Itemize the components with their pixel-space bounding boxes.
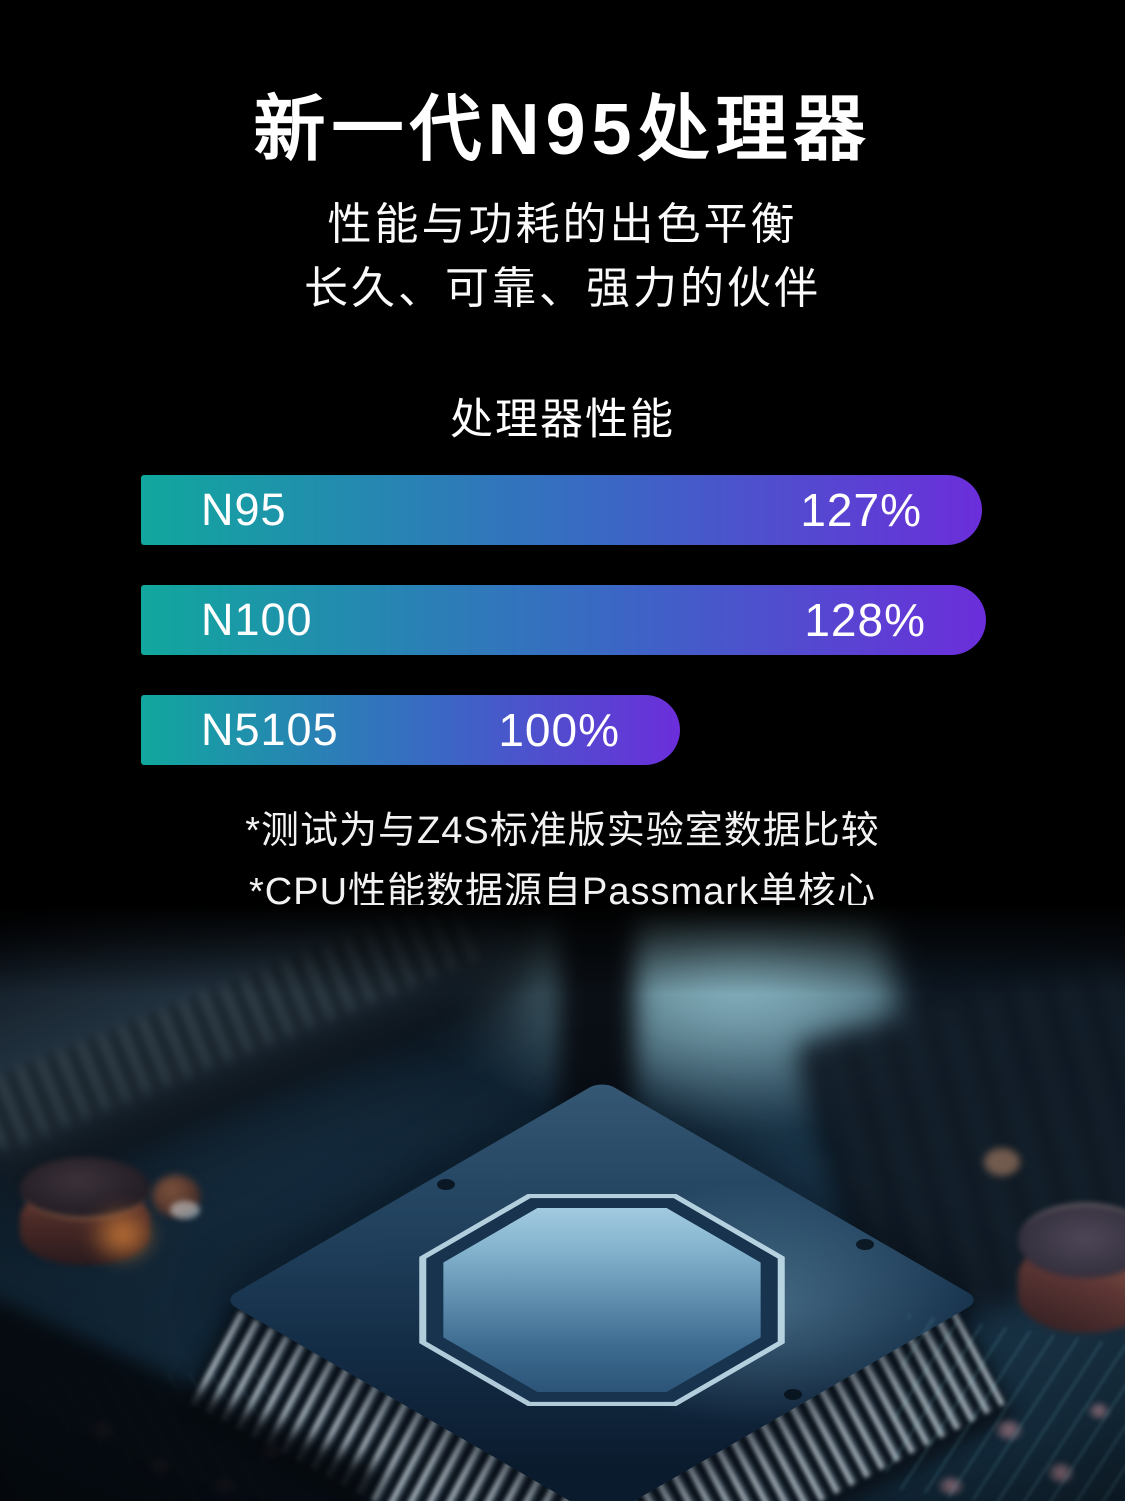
chart-title: 处理器性能 bbox=[450, 396, 675, 444]
bar-value-label: 100% bbox=[498, 704, 620, 756]
subtitle-line-1: 性能与功耗的出色平衡 bbox=[327, 200, 798, 249]
bar-category-label: N5105 bbox=[201, 704, 339, 755]
page-title: 新一代N95处理器 bbox=[253, 90, 872, 170]
cpu-photo bbox=[0, 905, 1125, 1501]
bar-chart: N95 127% N100 128% N5105 100% bbox=[141, 475, 986, 805]
hero-vignette bbox=[0, 905, 1125, 1501]
footnote-1: *测试为与Z4S标准版实验室数据比较 bbox=[245, 810, 880, 852]
bar-category-label: N100 bbox=[201, 594, 313, 645]
bar-value-label: 127% bbox=[800, 484, 922, 536]
bar-category-label: N95 bbox=[201, 484, 287, 535]
bar-n95: N95 127% bbox=[141, 475, 982, 545]
bar-n5105: N5105 100% bbox=[141, 695, 680, 765]
bar-value-label: 128% bbox=[804, 594, 926, 646]
bar-n100: N100 128% bbox=[141, 585, 986, 655]
subtitle-line-2: 长久、可靠、强力的伙伴 bbox=[304, 264, 821, 313]
